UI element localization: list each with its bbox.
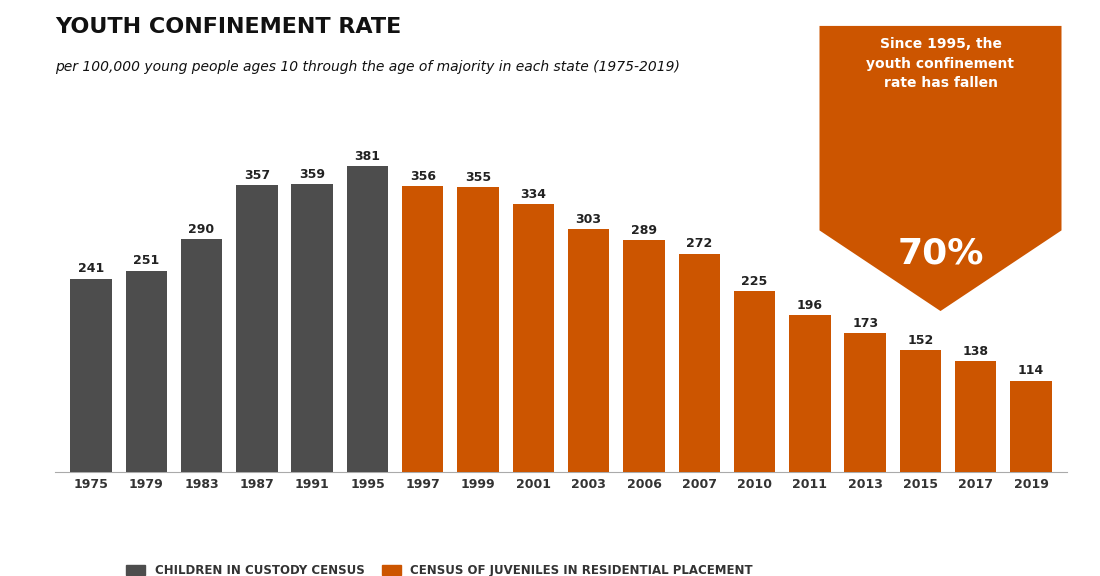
Text: 138: 138 [962,345,989,358]
Bar [900,350,942,472]
Text: 381: 381 [354,150,381,163]
Bar [845,334,886,472]
Bar [789,315,830,472]
Bar [346,166,388,472]
Text: 70%: 70% [898,236,983,270]
Bar [513,204,554,472]
Text: 357: 357 [244,169,270,182]
Bar [180,239,222,472]
Bar [624,240,664,472]
Text: 152: 152 [908,334,934,347]
Text: 290: 290 [188,223,214,236]
Text: 173: 173 [852,317,878,330]
Text: 251: 251 [133,255,160,267]
Text: 289: 289 [631,224,657,237]
Bar [568,229,609,472]
Text: 359: 359 [299,168,326,180]
Bar [236,185,277,472]
Text: 225: 225 [741,275,768,288]
Text: Since 1995, the
youth confinement
rate has fallen: Since 1995, the youth confinement rate h… [867,37,1014,90]
Text: 241: 241 [78,263,104,275]
Text: 272: 272 [686,237,713,251]
Text: per 100,000 young people ages 10 through the age of majority in each state (1975: per 100,000 young people ages 10 through… [55,60,680,74]
Text: 356: 356 [409,170,436,183]
Text: YOUTH CONFINEMENT RATE: YOUTH CONFINEMENT RATE [55,17,402,37]
Bar [458,187,498,472]
Text: 334: 334 [520,188,547,200]
Bar [70,279,112,472]
Legend: CHILDREN IN CUSTODY CENSUS, CENSUS OF JUVENILES IN RESIDENTIAL PLACEMENT: CHILDREN IN CUSTODY CENSUS, CENSUS OF JU… [126,564,752,576]
Text: 303: 303 [575,213,602,226]
Bar [292,184,333,472]
Text: 196: 196 [796,298,823,312]
Text: 355: 355 [465,171,491,184]
Bar [1010,381,1052,472]
Bar [955,361,997,472]
Bar [734,291,776,472]
Bar [125,271,167,472]
Bar [679,253,721,472]
Text: 114: 114 [1018,365,1044,377]
Bar [402,186,443,472]
